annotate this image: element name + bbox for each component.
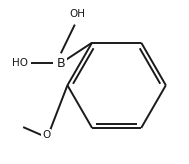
Text: O: O (42, 130, 50, 140)
Text: OH: OH (69, 9, 85, 19)
Text: HO: HO (12, 58, 28, 68)
Text: B: B (57, 57, 65, 70)
